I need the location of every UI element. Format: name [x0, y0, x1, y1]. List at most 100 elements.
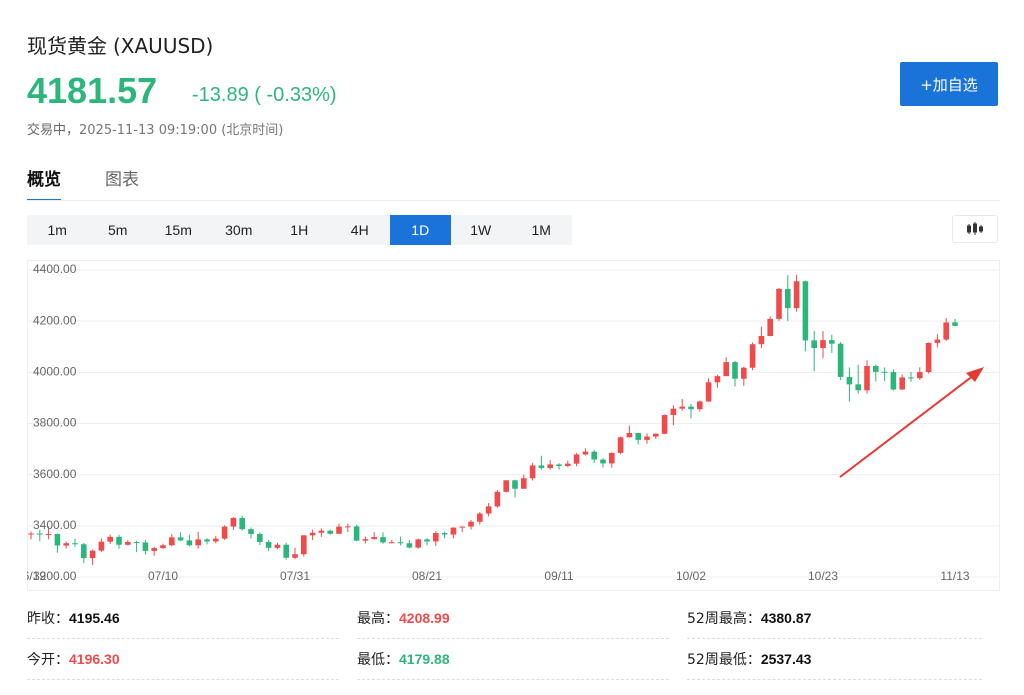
period-button[interactable]: 15m	[164, 222, 192, 238]
candle-body	[644, 436, 650, 440]
candle-body	[327, 530, 333, 534]
candle-icon	[967, 222, 983, 235]
period-button[interactable]: 1W	[470, 222, 492, 238]
candle-body	[705, 382, 712, 402]
period-button[interactable]: 1m	[47, 222, 67, 238]
candle-body	[758, 336, 765, 345]
candle-body	[512, 480, 518, 489]
period-button[interactable]: 1D	[390, 215, 451, 245]
candle-body	[925, 342, 932, 373]
status: 交易中，	[27, 123, 80, 138]
stat-value: 2537.43	[760, 651, 812, 667]
stat-value: 4208.99	[399, 610, 450, 626]
candle-body	[380, 537, 386, 543]
chart-frame	[27, 260, 1000, 591]
time: 2025-11-13 09:19:00	[79, 123, 218, 138]
y-tick-label: 3200.00	[33, 569, 77, 583]
candle-body	[609, 452, 615, 464]
stat-value: 4179.88	[399, 651, 450, 667]
candle-body	[917, 372, 923, 379]
period-button[interactable]: 30m	[225, 222, 253, 238]
x-tick-label: 11/13	[940, 569, 969, 583]
candle-body	[908, 377, 914, 379]
stat: 52周最低：2537.43	[687, 639, 982, 680]
period-button[interactable]: 1H	[290, 222, 309, 238]
chart: 3200.00 3400.00 3600.00 3800.00 4000.00 4200.…	[16, 260, 1000, 591]
tab[interactable]: 图表	[105, 170, 139, 190]
candle-body	[749, 344, 756, 368]
period-button[interactable]: 4H	[350, 222, 369, 238]
candle-body	[195, 539, 201, 546]
candle-body	[257, 534, 263, 542]
change: -13.89 ( -0.33%)	[192, 84, 337, 107]
candle-body	[943, 322, 949, 340]
candle-body	[934, 339, 941, 343]
candle-body	[54, 534, 61, 546]
candle-body	[81, 544, 87, 559]
symbol: (XAUUSD)	[113, 34, 214, 58]
y-tick-label: 3400.00	[33, 518, 77, 532]
period-button[interactable]: 1M	[531, 222, 551, 238]
candle-body	[521, 478, 527, 489]
candle-body	[899, 377, 905, 390]
candle-body	[160, 545, 166, 549]
stat-label: 最高：	[357, 611, 399, 627]
change-value: -13.89	[192, 84, 249, 106]
candle-body	[125, 541, 131, 545]
candle-body	[811, 340, 817, 349]
candle-body	[406, 543, 413, 548]
candle-body	[45, 534, 52, 536]
candle-body	[494, 491, 501, 507]
candle-body	[556, 464, 562, 466]
candle-body	[881, 371, 888, 373]
x-tick-label: 10/23	[808, 569, 838, 583]
status-line: 交易中，2025-11-13 09:19:00 (北京时间)	[27, 119, 283, 138]
candle-body	[697, 401, 703, 410]
stats: 昨收：4195.46 最高：4208.99 52周最高：4380.87 今开：4196…	[27, 598, 1000, 680]
candle-body	[802, 281, 809, 341]
x-tick-label: 06/19	[16, 569, 46, 583]
candle-body	[142, 542, 149, 551]
candle-body	[274, 544, 281, 548]
candle-body	[600, 459, 606, 464]
candle-body	[670, 408, 677, 416]
candle-body	[89, 550, 96, 559]
candle-body	[292, 554, 298, 558]
candle-body	[336, 526, 342, 534]
candle-body	[441, 532, 448, 535]
title: 现货黄金	[27, 34, 107, 58]
candle-body	[72, 543, 78, 545]
stat-label: 52周最高：	[687, 611, 761, 627]
candle-body	[239, 517, 245, 530]
candle-body	[265, 541, 272, 548]
candle-body	[345, 526, 351, 528]
header-title: 现货黄金 (XAUUSD)	[27, 30, 219, 59]
candle-body	[890, 372, 897, 390]
chart-type-button[interactable]	[952, 215, 998, 243]
candle-body	[846, 376, 853, 385]
add-watchlist-button[interactable]: +加自选	[900, 62, 998, 106]
candle-body	[309, 532, 316, 536]
stat-value: 4195.46	[69, 610, 120, 626]
period-selector: 1m 5m 15m 30m 1H 4H 1D 1W 1M	[27, 215, 572, 245]
candle-body	[301, 535, 307, 555]
stat-label: 今开：	[27, 652, 69, 668]
candle-body	[855, 384, 861, 391]
y-tick-label: 3600.00	[33, 467, 77, 481]
candle-body	[635, 432, 641, 440]
candle-body	[362, 539, 369, 541]
axis-labels: 3200.00 3400.00 3600.00 3800.00 4000.00 4200.…	[16, 262, 970, 583]
candle-body	[547, 464, 553, 469]
candle-body	[98, 541, 105, 551]
candle-body	[477, 513, 483, 522]
change-pct: ( -0.33%)	[254, 84, 337, 106]
candle-body	[248, 529, 254, 535]
candle-body	[538, 465, 545, 469]
candle-body	[37, 533, 43, 535]
candle-body	[626, 432, 633, 438]
candle-body	[864, 365, 870, 391]
timezone: (北京时间)	[221, 123, 284, 138]
candle-body	[793, 281, 800, 309]
period-button[interactable]: 5m	[108, 222, 128, 238]
